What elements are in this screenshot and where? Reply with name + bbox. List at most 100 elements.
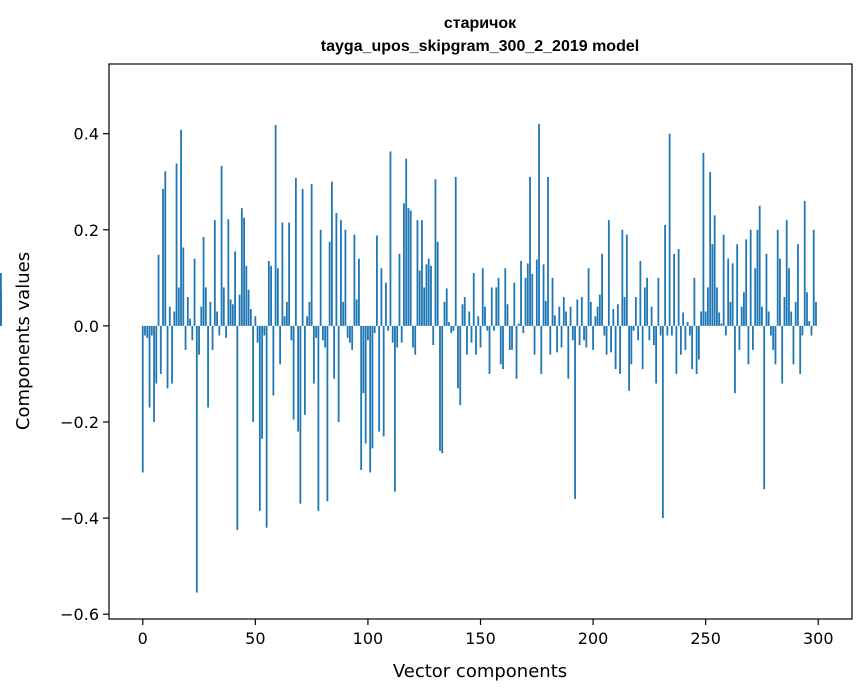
bar [670, 325, 673, 336]
bar [558, 306, 561, 326]
bar [587, 268, 590, 326]
bar [646, 277, 649, 326]
bar [367, 325, 369, 341]
y-axis: −0.6 −0.4 −0.2 0.0 0.2 0.4 [60, 125, 109, 624]
bar [529, 176, 531, 326]
bar [276, 268, 279, 326]
bar [481, 268, 484, 326]
bar [146, 325, 149, 338]
bar [200, 306, 203, 326]
bar [637, 325, 640, 341]
bar [441, 325, 444, 454]
bar [153, 325, 155, 422]
bar [610, 325, 612, 353]
bar [589, 301, 592, 326]
bar [675, 325, 678, 374]
bar [333, 325, 336, 379]
bar [344, 229, 347, 326]
bar [180, 129, 182, 326]
bar [434, 179, 437, 326]
bar [652, 325, 655, 346]
bar [470, 325, 473, 343]
bar [803, 200, 806, 326]
bar [716, 287, 718, 326]
bar [517, 323, 520, 326]
bar [202, 236, 205, 326]
bar [666, 325, 669, 336]
bar [380, 268, 383, 326]
bar [369, 325, 372, 473]
bar [790, 311, 793, 326]
bar [677, 249, 680, 326]
x-tick-label: 200 [578, 629, 609, 648]
bar [166, 325, 169, 389]
bar [351, 325, 354, 350]
bar [423, 287, 426, 326]
bar [175, 163, 178, 326]
bar [466, 325, 468, 355]
bar [0, 273, 2, 326]
bar [265, 325, 268, 528]
bar [596, 306, 599, 326]
bar [684, 325, 687, 350]
bar [349, 325, 351, 343]
bar [319, 229, 322, 326]
bar [553, 315, 556, 326]
x-tick-label: 250 [690, 629, 721, 648]
x-tick-label: 100 [353, 629, 384, 648]
bar [238, 294, 241, 326]
bar [189, 318, 191, 326]
bar [634, 297, 637, 326]
bar [515, 325, 518, 379]
bar [292, 325, 295, 420]
bar [279, 325, 282, 365]
x-axis: 0 50 100 150 200 250 300 [138, 619, 834, 648]
bar [240, 208, 243, 326]
bar [691, 325, 694, 370]
bar [414, 325, 417, 355]
bar [144, 325, 146, 336]
y-tick-label: −0.6 [60, 605, 99, 624]
bar [700, 311, 703, 326]
bar [155, 325, 158, 384]
bar [254, 316, 257, 326]
bar [619, 325, 621, 374]
bar [788, 268, 790, 326]
bar [725, 325, 727, 336]
bar [679, 325, 682, 355]
bar [0, 301, 2, 326]
bar [331, 181, 333, 326]
bar [583, 325, 585, 341]
bar [535, 259, 538, 326]
bar [358, 258, 360, 326]
bar [193, 258, 196, 326]
bar [531, 273, 534, 326]
bar [616, 304, 619, 326]
bar [731, 263, 734, 326]
bar [459, 325, 462, 406]
bar [364, 325, 367, 444]
bar [781, 325, 784, 384]
bar [448, 322, 450, 326]
bar [450, 325, 453, 334]
bar [272, 325, 275, 396]
bar [533, 325, 536, 355]
bar [549, 325, 552, 355]
bar [362, 325, 365, 394]
bar [173, 311, 176, 326]
bar [389, 151, 392, 326]
bar [605, 325, 608, 355]
bar [407, 208, 410, 326]
bar [702, 152, 705, 326]
bar [290, 325, 293, 341]
bar [749, 229, 752, 326]
bar [736, 244, 739, 326]
bar [747, 325, 750, 365]
bar [148, 325, 151, 408]
bar [479, 325, 482, 348]
bar [493, 325, 495, 331]
bar [551, 277, 554, 326]
bar [774, 325, 777, 365]
bar [614, 325, 617, 370]
